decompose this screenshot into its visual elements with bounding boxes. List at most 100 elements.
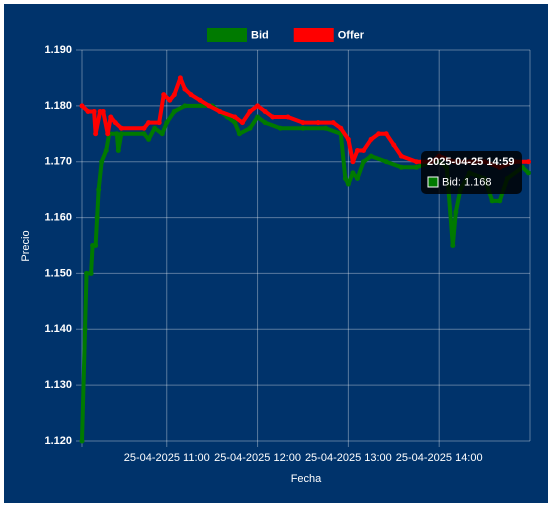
x-axis-title: Fecha [291,473,322,485]
data-point [255,103,261,109]
data-point [489,198,495,204]
legend-swatch [293,28,334,42]
data-point [497,198,503,204]
data-point [85,108,91,114]
y-tick-label: 1.190 [44,44,72,56]
data-point [182,86,188,92]
data-point [354,175,360,181]
y-tick-label: 1.160 [44,211,72,223]
data-point [99,159,105,165]
data-point [182,103,188,109]
x-tick-label: 25-04-2025 11:00 [124,452,210,464]
data-point [161,92,167,98]
data-point [398,164,404,170]
data-point [177,75,183,81]
data-point [368,153,374,159]
data-point [94,215,100,221]
chart-background [4,4,548,503]
data-point [383,131,389,137]
data-point [152,125,158,131]
data-point [79,103,85,109]
tooltip-swatch [427,176,439,188]
y-axis-title: Precio [20,230,32,261]
data-point [376,131,382,137]
data-point [167,97,173,103]
x-tick-label: 25-04-2025 14:00 [396,452,483,464]
data-point [171,92,177,98]
data-point [350,159,356,165]
data-point [141,131,147,137]
data-point [84,270,90,276]
data-point [338,125,344,131]
data-point [391,142,397,148]
data-point [262,108,268,114]
y-tick-label: 1.170 [44,156,72,168]
data-point [105,131,111,137]
data-point [300,120,306,126]
data-point [345,136,351,142]
data-point [164,120,170,126]
data-point [345,181,351,187]
data-point [342,175,348,181]
data-point [262,120,268,126]
tooltip: 2025-04-25 14:59 Bid: 1.168 [421,151,522,194]
data-point [188,92,194,98]
data-point [156,120,162,126]
data-point [108,114,114,120]
data-point [96,187,102,193]
data-point [114,131,120,137]
data-point [525,170,531,176]
data-point [206,103,212,109]
data-point [361,159,367,165]
data-point [112,120,118,126]
data-point [217,108,223,114]
data-point [350,170,356,176]
x-tick-label: 25-04-2025 12:00 [214,452,301,464]
y-tick-label: 1.150 [44,267,72,279]
data-point [146,136,152,142]
data-point [247,108,253,114]
data-point [171,108,177,114]
data-point [232,114,238,120]
data-point [239,120,245,126]
data-point [82,326,88,332]
data-point [236,131,242,137]
data-point [453,209,459,215]
tooltip-title: 2025-04-25 14:59 [427,156,514,168]
data-point [91,108,97,114]
y-tick-label: 1.140 [44,323,72,335]
data-point [450,243,456,248]
data-point [368,136,374,142]
data-point [146,120,152,126]
legend-label: Offer [338,29,365,41]
data-point [115,148,121,154]
data-point [323,125,329,131]
tooltip-label: Bid: 1.168 [442,176,492,188]
y-tick-label: 1.120 [44,435,72,447]
data-point [315,120,321,126]
data-point [354,148,360,154]
data-point [88,270,94,276]
data-point [93,243,99,248]
data-point [525,159,531,165]
legend-label: Bid [251,29,269,41]
data-point [232,120,238,126]
data-point [413,164,419,170]
data-point [255,114,261,120]
data-point [413,159,419,165]
data-point [285,114,291,120]
data-point [247,125,253,131]
data-point [93,131,99,137]
data-point [197,97,203,103]
data-point [118,125,124,131]
data-point [141,125,147,131]
legend-swatch [207,28,247,42]
data-point [398,153,404,159]
data-point [100,108,106,114]
data-point [277,125,283,131]
y-tick-label: 1.130 [44,379,72,391]
data-point [118,131,124,137]
tooltip-box [421,151,522,194]
